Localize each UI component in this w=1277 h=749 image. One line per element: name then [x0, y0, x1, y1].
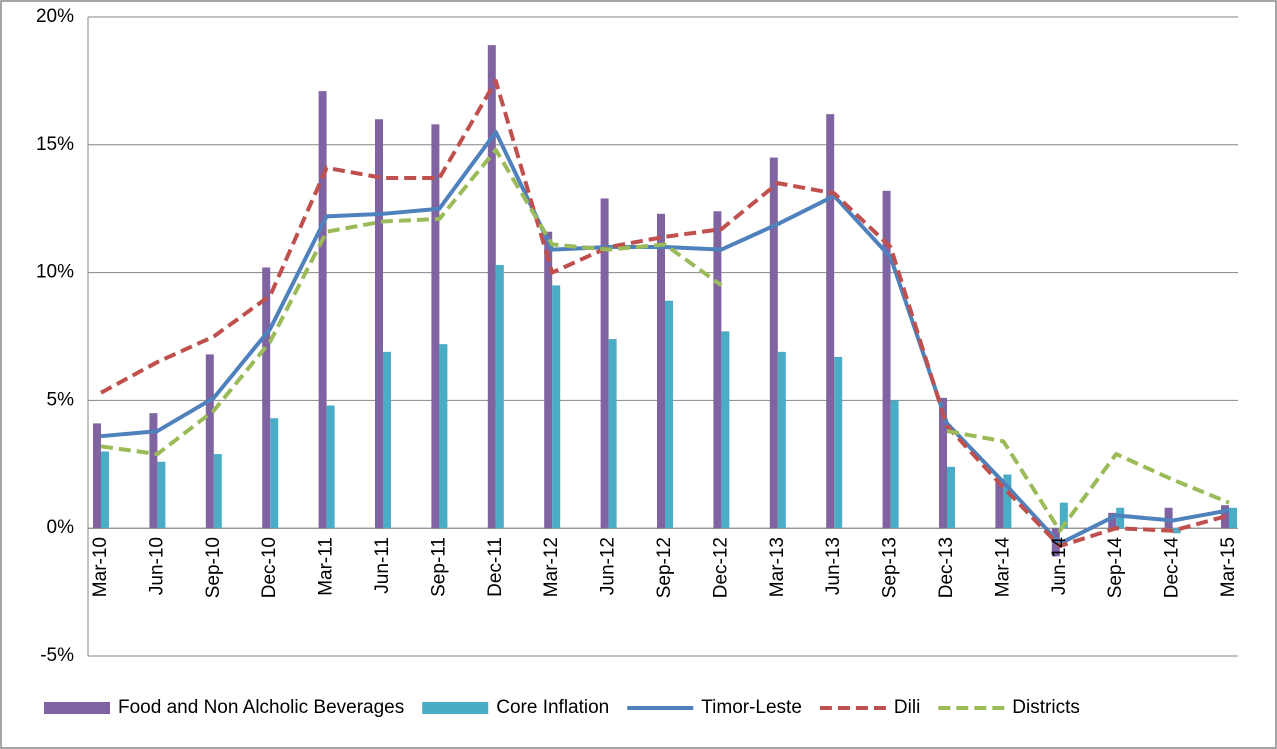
legend-swatch — [422, 702, 489, 714]
bar — [1116, 507, 1125, 529]
legend-label: Timor-Leste — [701, 697, 802, 718]
bar — [777, 351, 786, 529]
bar — [608, 339, 617, 529]
bar — [262, 267, 271, 529]
bar — [495, 264, 504, 529]
bar — [326, 405, 335, 529]
x-tick-label: Mar-12 — [541, 537, 562, 597]
y-tick-label: 5% — [47, 389, 75, 410]
x-tick-label: Dec-14 — [1162, 537, 1183, 599]
y-tick-label: -5% — [40, 645, 74, 666]
bar — [157, 461, 166, 529]
bar — [995, 479, 1004, 529]
bar — [101, 451, 109, 529]
x-tick-label: Jun-10 — [146, 537, 167, 595]
x-tick-label: Sep-14 — [1105, 537, 1126, 599]
bar — [383, 351, 391, 529]
bar — [1059, 502, 1068, 529]
bar — [882, 190, 891, 529]
x-tick-label: Jun-11 — [372, 537, 393, 594]
x-tick-label: Mar-10 — [90, 537, 111, 597]
bar — [375, 119, 383, 529]
x-tick-label: Sep-10 — [203, 537, 224, 598]
bar — [439, 344, 448, 529]
x-tick-label: Sep-12 — [654, 537, 675, 598]
x-tick-label: Jun-12 — [598, 537, 619, 595]
x-tick-label: Jun-14 — [1049, 537, 1070, 596]
x-tick-label: Mar-15 — [1218, 537, 1239, 597]
bar — [600, 198, 609, 529]
bar — [487, 45, 496, 529]
bar — [1003, 474, 1012, 529]
bar — [1164, 507, 1173, 529]
x-tick-label: Dec-13 — [936, 537, 957, 598]
y-tick-label: 0% — [47, 517, 75, 538]
bar — [890, 400, 899, 529]
y-tick-label: 10% — [36, 262, 74, 283]
legend-label: Dili — [894, 697, 920, 718]
x-tick-label: Dec-11 — [485, 537, 506, 597]
bar — [93, 423, 101, 529]
bar — [1229, 507, 1237, 529]
x-tick-label: Mar-14 — [992, 537, 1013, 598]
x-tick-label: Sep-11 — [428, 537, 449, 597]
x-tick-label: Dec-12 — [710, 537, 731, 598]
bar — [318, 91, 327, 529]
bar — [939, 397, 947, 529]
bar — [552, 285, 561, 529]
bar — [270, 418, 279, 529]
legend-label: Core Inflation — [496, 697, 609, 718]
bar — [205, 354, 214, 529]
y-tick-label: 20% — [36, 6, 74, 27]
legend-swatch — [44, 702, 110, 714]
bar — [1051, 528, 1060, 557]
bar — [1172, 528, 1181, 534]
bar — [1108, 512, 1117, 529]
legend-label: Districts — [1012, 697, 1080, 718]
x-tick-label: Jun-13 — [823, 537, 844, 595]
bar — [665, 300, 673, 529]
bar — [213, 454, 222, 529]
bar — [713, 211, 722, 529]
bar — [947, 466, 955, 529]
bar — [834, 356, 843, 529]
y-tick-label: 15% — [36, 134, 74, 155]
x-tick-label: Sep-13 — [880, 537, 901, 598]
bar — [431, 124, 440, 529]
bar — [769, 157, 778, 529]
line-series — [100, 147, 1230, 533]
x-tick-label: Dec-10 — [259, 537, 280, 598]
bar — [721, 331, 730, 529]
bar — [826, 114, 835, 529]
bar — [544, 231, 553, 529]
line-series — [100, 78, 1230, 549]
x-tick-label: Mar-11 — [316, 537, 337, 596]
legend-label: Food and Non Alcholic Beverages — [118, 697, 404, 718]
x-tick-label: Mar-13 — [767, 537, 788, 597]
bar — [149, 413, 158, 529]
bar — [657, 213, 665, 529]
line-series — [100, 130, 1230, 546]
